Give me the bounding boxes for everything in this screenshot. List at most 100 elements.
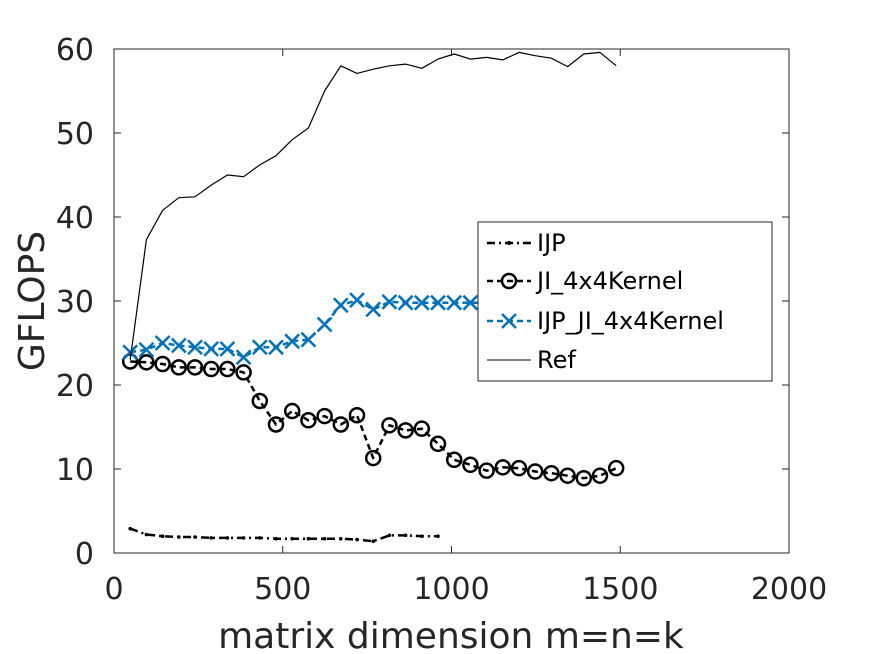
data-point-ji-4x4kernel bbox=[445, 451, 463, 469]
data-point-ijp-ji-4x4kernel bbox=[462, 294, 479, 311]
data-point-ijp bbox=[387, 533, 392, 538]
series-line-ref bbox=[129, 51, 617, 360]
data-point-ji-4x4kernel bbox=[413, 420, 431, 437]
x-tick-label: 2000 bbox=[751, 572, 827, 607]
data-point-ji-4x4kernel bbox=[478, 462, 495, 479]
data-point-ijp-ji-4x4kernel bbox=[349, 292, 365, 309]
y-tick-label: 40 bbox=[56, 201, 94, 236]
x-tick-label: 1500 bbox=[582, 572, 658, 607]
data-point-ji-4x4kernel bbox=[364, 449, 382, 467]
data-point-ji-4x4kernel bbox=[397, 422, 414, 439]
data-point-ijp bbox=[403, 533, 408, 538]
data-point-ijp bbox=[274, 536, 278, 541]
data-point-ji-4x4kernel bbox=[591, 467, 609, 484]
y-tick-label: 0 bbox=[75, 537, 94, 572]
series-ijp-ji-4x4kernel bbox=[122, 292, 495, 366]
data-point-ijp-ji-4x4kernel bbox=[397, 294, 414, 311]
y-tick-label: 10 bbox=[56, 453, 94, 488]
data-point-ijp bbox=[241, 536, 246, 540]
data-point-ji-4x4kernel bbox=[251, 392, 269, 410]
data-point-ji-4x4kernel bbox=[316, 407, 333, 425]
data-point-ji-4x4kernel bbox=[494, 459, 512, 476]
data-point-ijp bbox=[371, 539, 376, 544]
series-line-ijp bbox=[129, 527, 438, 543]
legend-entry-ref: Ref bbox=[487, 346, 576, 374]
data-point-ijp-ji-4x4kernel bbox=[332, 297, 349, 314]
legend-marker-ji-4x4kernel bbox=[500, 272, 518, 290]
data-point-ijp bbox=[290, 536, 295, 541]
series-ijp bbox=[128, 526, 440, 544]
data-point-ijp-ji-4x4kernel bbox=[365, 301, 382, 318]
data-point-ji-4x4kernel bbox=[348, 406, 366, 424]
data-point-ijp-ji-4x4kernel bbox=[122, 344, 139, 361]
series-line-ijp-ji-4x4kernel bbox=[130, 298, 487, 359]
data-point-ijp-ji-4x4kernel bbox=[430, 294, 446, 311]
data-point-ijp-ji-4x4kernel bbox=[413, 294, 430, 311]
data-point-ji-4x4kernel bbox=[186, 359, 204, 376]
data-point-ji-4x4kernel bbox=[381, 417, 398, 434]
data-point-ijp-ji-4x4kernel bbox=[381, 293, 398, 310]
data-point-ji-4x4kernel bbox=[235, 364, 252, 381]
data-point-ijp bbox=[322, 536, 327, 541]
legend-box bbox=[477, 221, 773, 382]
data-point-ji-4x4kernel bbox=[526, 463, 544, 480]
data-point-ji-4x4kernel bbox=[575, 469, 593, 487]
data-point-ji-4x4kernel bbox=[543, 464, 560, 482]
x-tick-label: 500 bbox=[254, 572, 311, 607]
data-point-ijp-ji-4x4kernel bbox=[138, 341, 155, 358]
legend: IJP JI_4x4Kernel IJP_JI_4x4Kernel Ref bbox=[477, 221, 773, 382]
data-point-ji-4x4kernel bbox=[170, 359, 188, 376]
legend-label-ji-4x4kernel: JI_4x4Kernel bbox=[535, 267, 683, 295]
data-point-ji-4x4kernel bbox=[559, 467, 576, 484]
y-tick-label: 30 bbox=[56, 285, 94, 320]
series-ji-4x4kernel bbox=[121, 353, 625, 487]
data-point-ijp bbox=[436, 534, 440, 538]
series-layer bbox=[121, 51, 625, 544]
data-point-ijp bbox=[177, 535, 181, 539]
data-point-ji-4x4kernel bbox=[332, 416, 350, 433]
legend-marker-ijp-ji-4x4kernel bbox=[501, 313, 517, 329]
data-point-ijp-ji-4x4kernel bbox=[203, 340, 220, 357]
data-point-ji-4x4kernel bbox=[462, 456, 479, 474]
data-point-ijp bbox=[258, 536, 262, 540]
series-ref bbox=[129, 51, 617, 360]
data-point-ijp-ji-4x4kernel bbox=[187, 339, 203, 356]
data-point-ji-4x4kernel bbox=[429, 435, 447, 453]
x-tick-label: 1000 bbox=[413, 572, 489, 607]
x-axis-label: matrix dimension m=n=k bbox=[218, 616, 684, 654]
data-point-ijp-ji-4x4kernel bbox=[219, 340, 236, 357]
data-point-ijp bbox=[160, 534, 165, 538]
x-tick-label: 0 bbox=[104, 572, 123, 607]
data-point-ijp-ji-4x4kernel bbox=[170, 337, 187, 354]
data-point-ijp-ji-4x4kernel bbox=[284, 333, 301, 350]
data-point-ji-4x4kernel bbox=[202, 360, 220, 378]
y-tick-label: 50 bbox=[56, 117, 94, 152]
data-point-ji-4x4kernel bbox=[219, 360, 236, 378]
data-point-ji-4x4kernel bbox=[300, 412, 317, 429]
legend-marker-ijp bbox=[507, 241, 511, 245]
data-point-ijp-ji-4x4kernel bbox=[316, 316, 333, 333]
legend-entry-ji-4x4kernel: JI_4x4Kernel bbox=[487, 267, 683, 295]
legend-entry-ijp: IJP bbox=[487, 229, 566, 257]
data-point-ijp bbox=[420, 534, 424, 538]
legend-label-ref: Ref bbox=[537, 346, 576, 374]
series-line-ji-4x4kernel bbox=[130, 360, 617, 480]
data-point-ji-4x4kernel bbox=[267, 416, 285, 433]
data-point-ijp bbox=[339, 536, 343, 541]
y-tick-label: 60 bbox=[56, 33, 94, 68]
data-point-ijp bbox=[193, 535, 197, 539]
data-point-ijp bbox=[225, 536, 230, 540]
data-point-ijp-ji-4x4kernel bbox=[235, 349, 252, 366]
data-point-ijp-ji-4x4kernel bbox=[300, 331, 317, 348]
data-point-ijp bbox=[144, 532, 149, 537]
data-point-ijp bbox=[128, 526, 132, 531]
data-point-ji-4x4kernel bbox=[154, 355, 171, 373]
data-point-ji-4x4kernel bbox=[138, 354, 155, 371]
data-point-ijp bbox=[209, 536, 213, 540]
data-point-ijp-ji-4x4kernel bbox=[446, 294, 463, 311]
data-point-ijp-ji-4x4kernel bbox=[251, 339, 268, 356]
ticks-layer: 0 500 1000 1500 2000 0 10 20 30 40 50 60 bbox=[56, 33, 827, 607]
y-tick-label: 20 bbox=[56, 369, 94, 404]
data-point-ijp-ji-4x4kernel bbox=[268, 339, 284, 356]
